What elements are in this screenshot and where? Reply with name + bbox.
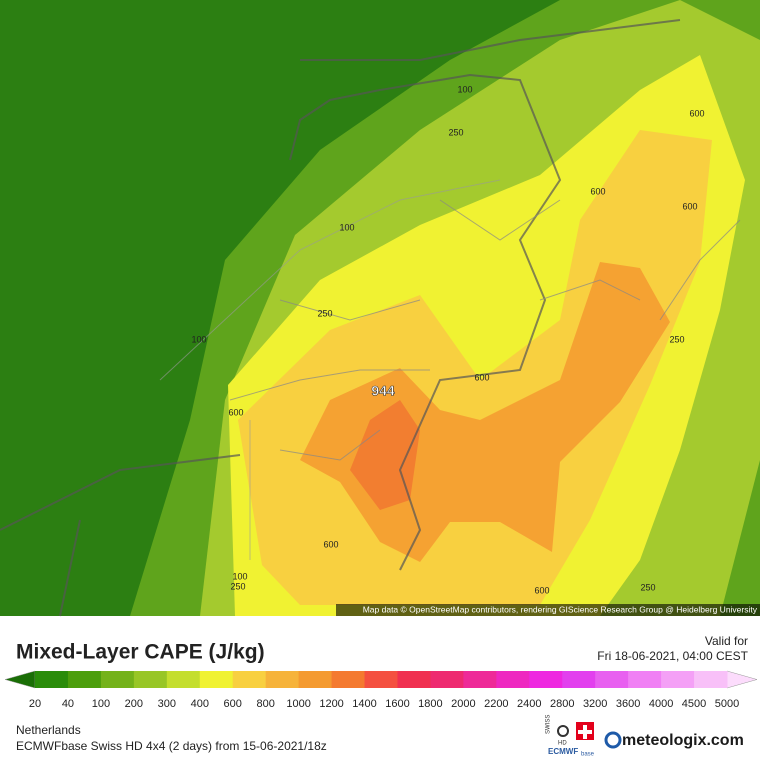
valid-time: Fri 18-06-2021, 04:00 CEST: [597, 649, 748, 663]
colorbar-segment: [232, 671, 267, 688]
contour-label: 100: [457, 84, 472, 94]
contour-lines: [159, 179, 501, 560]
coastline-border: [0, 19, 681, 617]
colorbar-tick-label: 1400: [352, 698, 376, 710]
colorbar-tick-label: 400: [191, 698, 209, 710]
attribution-background: [336, 604, 760, 616]
colorbar-tick-label: 800: [256, 698, 274, 710]
valid-label: Valid for: [705, 634, 748, 648]
region-borders: [229, 199, 741, 461]
logo-hd: HD: [558, 741, 567, 747]
contour-label: 250: [640, 582, 655, 592]
region-name: Netherlands: [16, 723, 81, 737]
colorbar-low-arrow: [4, 670, 36, 689]
contour-label: 600: [228, 407, 243, 417]
colorbar-tick-label: 1200: [319, 698, 343, 710]
colorbar-tick-label: 600: [224, 698, 242, 710]
contour-label: 250: [448, 127, 463, 137]
colorbar-segment: [562, 671, 596, 688]
legend-title: Mixed-Layer CAPE (J/kg): [16, 641, 265, 664]
map-attribution: Map data © OpenStreetMap contributors, r…: [363, 604, 758, 614]
logo-ecmwf: ECMWF: [548, 747, 578, 756]
contour-label: 600: [323, 539, 338, 549]
model-info: ECMWFbase Swiss HD 4x4 (2 days) from 15-…: [16, 739, 327, 753]
colorbar-tick-label: 1000: [286, 698, 310, 710]
colorbar-tick-label: 5000: [715, 698, 739, 710]
contour-label: 600: [534, 585, 549, 595]
model-logo: SWISS HD ECMWF base: [546, 715, 595, 758]
contour-labels: 1001001001002502502502502506006006006006…: [191, 84, 704, 595]
colorbar-segment: [133, 671, 168, 688]
colorbar-tick-label: 300: [158, 698, 176, 710]
contour-label: 600: [474, 372, 489, 382]
contour-label: 250: [669, 334, 684, 344]
colorbar-tick-label: 2400: [517, 698, 541, 710]
colorbar-tick-label: 200: [125, 698, 143, 710]
colorbar-segment: [628, 671, 662, 688]
brand: meteologix.com: [622, 732, 744, 749]
cape-area: [350, 400, 420, 510]
contour-label: 100: [232, 571, 247, 581]
colorbar-segment: [298, 671, 333, 688]
colorbar: 20 40 100 200 300 400 600 800 1000 1200 1400 1600 18…: [4, 670, 758, 710]
colorbar-tick-label: 40: [62, 698, 74, 710]
logo-swiss: SWISS: [546, 715, 552, 734]
colorbar-segment: [397, 671, 431, 688]
colorbar-segment: [661, 671, 695, 688]
colorbar-high-arrow: [726, 670, 758, 689]
contour-label: 600: [689, 108, 704, 118]
colorbar-segment: [166, 671, 201, 688]
colorbar-segment: [265, 671, 300, 688]
colorbar-segment: [595, 671, 629, 688]
colorbar-segment: [463, 671, 497, 688]
max-value-label: 944: [371, 383, 395, 399]
colorbar-tick-label: 3200: [583, 698, 607, 710]
colorbar-segment: [100, 671, 135, 688]
colorbar-tick-label: 2200: [484, 698, 508, 710]
colorbar-segment: [694, 671, 728, 688]
contour-label: 250: [317, 308, 332, 318]
contour-label: 600: [590, 186, 605, 196]
colorbar-segment: [67, 671, 102, 688]
colorbar-tick-label: 1600: [385, 698, 409, 710]
colorbar-tick-label: 4000: [649, 698, 673, 710]
colorbar-segment: [364, 671, 398, 688]
colorbar-segment: [496, 671, 530, 688]
logo-base: base: [581, 752, 595, 758]
contour-label: 100: [339, 222, 354, 232]
colorbar-tick-label: 100: [92, 698, 110, 710]
colorbar-tick-label: 1800: [418, 698, 442, 710]
colorbar-segment: [199, 671, 234, 688]
logo-icon: [557, 725, 569, 737]
colorbar-segment: [35, 671, 69, 688]
colorbar-tick-label: 4500: [682, 698, 706, 710]
map: 1001001001002502502502502506006006006006…: [0, 0, 760, 617]
contour-label: 600: [682, 201, 697, 211]
colorbar-tick-label: 2800: [550, 698, 574, 710]
colorbar-tick-label: 20: [29, 698, 41, 710]
contour-label: 250: [230, 581, 245, 591]
contour-label: 100: [191, 334, 206, 344]
colorbar-segment: [529, 671, 563, 688]
colorbar-segment: [331, 671, 366, 688]
swiss-cross: [578, 725, 592, 739]
brand-icon: [604, 731, 622, 749]
colorbar-segment: [430, 671, 464, 688]
colorbar-tick-label: 2000: [451, 698, 475, 710]
colorbar-tick-label: 3600: [616, 698, 640, 710]
